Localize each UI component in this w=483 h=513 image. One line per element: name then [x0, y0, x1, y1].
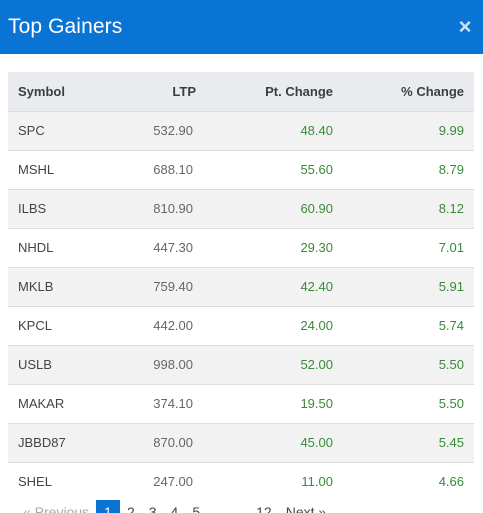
gainers-table-wrapper: Symbol LTP Pt. Change % Change SPC 532.90… — [8, 72, 474, 501]
pagination: « Previous 1 2 3 4 5 … 12 Next » — [16, 500, 333, 513]
pagination-page-4[interactable]: 4 — [170, 504, 179, 513]
cell-pct-change: 5.50 — [438, 396, 464, 411]
pagination-previous[interactable]: « Previous — [23, 504, 90, 513]
cell-ltp: 759.40 — [153, 279, 193, 294]
cell-ltp: 532.90 — [153, 123, 193, 138]
cell-pt-change: 48.40 — [300, 123, 333, 138]
cell-symbol[interactable]: MAKAR — [18, 396, 65, 411]
column-header-symbol[interactable]: Symbol — [18, 83, 65, 99]
cell-pct-change: 5.45 — [438, 435, 464, 450]
cell-ltp: 998.00 — [153, 357, 193, 372]
table-row[interactable]: MSHL 688.10 55.60 8.79 — [8, 150, 474, 189]
column-header-pct-change[interactable]: % Change — [401, 83, 464, 99]
cell-symbol[interactable]: SPC — [18, 123, 45, 138]
cell-ltp: 374.10 — [153, 396, 193, 411]
cell-pt-change: 11.00 — [301, 474, 333, 490]
pagination-page-3[interactable]: 3 — [148, 504, 157, 513]
cell-pct-change: 7.01 — [438, 240, 464, 255]
cell-pct-change: 8.12 — [438, 201, 464, 216]
cell-symbol[interactable]: MKLB — [18, 279, 54, 294]
cell-pt-change: 42.40 — [300, 279, 333, 294]
cell-ltp: 447.30 — [153, 240, 193, 255]
cell-pct-change: 5.50 — [438, 357, 464, 372]
cell-symbol[interactable]: KPCL — [18, 318, 52, 333]
table-row[interactable]: SHEL 247.00 11.00 4.66 — [8, 462, 474, 501]
cell-ltp: 442.00 — [153, 318, 193, 333]
close-icon[interactable]: × — [458, 14, 472, 39]
pagination-page-5[interactable]: 5 — [192, 504, 201, 513]
cell-ltp: 688.10 — [153, 162, 193, 177]
cell-pt-change: 29.30 — [300, 240, 333, 255]
table-row[interactable]: KPCL 442.00 24.00 5.74 — [8, 306, 474, 345]
table-row[interactable]: NHDL 447.30 29.30 7.01 — [8, 228, 474, 267]
pagination-next[interactable]: Next » — [285, 504, 327, 513]
gainers-table: Symbol LTP Pt. Change % Change SPC 532.90… — [8, 72, 474, 501]
table-row[interactable]: JBBD87 870.00 45.00 5.45 — [8, 423, 474, 462]
cell-pt-change: 55.60 — [300, 162, 333, 177]
modal-title: Top Gainers — [8, 15, 123, 38]
cell-ltp: 810.90 — [153, 201, 193, 216]
table-row[interactable]: USLB 998.00 52.00 5.50 — [8, 345, 474, 384]
cell-pt-change: 52.00 — [300, 357, 333, 372]
table-row[interactable]: ILBS 810.90 60.90 8.12 — [8, 189, 474, 228]
column-header-ltp[interactable]: LTP — [172, 83, 196, 99]
cell-symbol[interactable]: ILBS — [18, 201, 47, 216]
cell-pt-change: 45.00 — [300, 435, 333, 450]
table-header-row: Symbol LTP Pt. Change % Change — [8, 72, 474, 111]
cell-symbol[interactable]: SHEL — [18, 474, 52, 490]
table-row[interactable]: MAKAR 374.10 19.50 5.50 — [8, 384, 474, 423]
pagination-page-1[interactable]: 1 — [96, 500, 120, 513]
cell-symbol[interactable]: MSHL — [18, 162, 55, 177]
cell-symbol[interactable]: NHDL — [18, 240, 54, 255]
cell-pt-change: 24.00 — [300, 318, 333, 333]
cell-pct-change: 4.66 — [438, 474, 464, 490]
pagination-ellipsis: … — [221, 504, 236, 513]
column-header-pt-change[interactable]: Pt. Change — [265, 83, 333, 99]
cell-ltp: 870.00 — [153, 435, 193, 450]
cell-pct-change: 5.74 — [438, 318, 464, 333]
cell-pct-change: 9.99 — [438, 123, 464, 138]
cell-pt-change: 60.90 — [300, 201, 333, 216]
cell-ltp: 247.00 — [153, 474, 193, 490]
modal-header: Top Gainers × — [0, 0, 483, 54]
cell-pct-change: 5.91 — [438, 279, 464, 294]
pagination-page-last[interactable]: 12 — [256, 504, 272, 513]
cell-symbol[interactable]: JBBD87 — [18, 435, 66, 450]
pagination-page-2[interactable]: 2 — [126, 504, 135, 513]
table-row[interactable]: MKLB 759.40 42.40 5.91 — [8, 267, 474, 306]
cell-symbol[interactable]: USLB — [18, 357, 52, 372]
table-row[interactable]: SPC 532.90 48.40 9.99 — [8, 111, 474, 150]
cell-pt-change: 19.50 — [300, 396, 333, 411]
cell-pct-change: 8.79 — [438, 162, 464, 177]
